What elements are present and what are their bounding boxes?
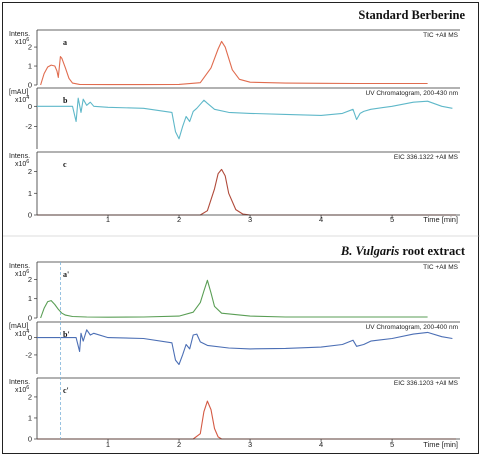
chart-2-panel-3-trace (37, 400, 456, 440)
chart-1-panel-3-label: c (63, 160, 67, 169)
chart-1-panel-3-ytick-label-2: 2 (28, 167, 32, 176)
chart-1-panel-1-ylabel-1: Intens. (9, 31, 30, 38)
chart-2-panel-2-ytick-label-0: -2 (25, 350, 32, 359)
chart-1-panel-3-ylabel-2: x106 (15, 159, 29, 168)
chart-1-xtick-label-4: 5 (390, 215, 394, 224)
chart-2-panel-3-ylabel-2: x106 (15, 385, 29, 394)
chart-2-panel-1-ytick-label-1: 1 (28, 294, 32, 303)
chart-1-panel-3-trace (37, 168, 456, 216)
chart-2-panel-1-annotation: TIC +All MS (423, 264, 459, 271)
figure-frame: Standard Berberine Intens. x106 0 1 2 a TIC +Al… (2, 2, 480, 454)
chart-2-panel-3-ytick-label-2: 2 (28, 392, 32, 401)
chart-2-panel-1-trace (40, 279, 428, 319)
chart-1-panel-1-ytick-label-1: 1 (28, 62, 32, 71)
chart-2-xtick-label-4: 5 (390, 440, 394, 449)
chart-1-panel-1-ylabel-2: x106 (15, 37, 29, 46)
chart-1-panel-3-annotation: EIC 336.1322 +All MS (394, 154, 459, 161)
chart-2-panel-3-ytick-label-0: 0 (28, 435, 32, 444)
chart-1-xtick-label-0: 1 (106, 215, 110, 224)
chart-2-panel-2-label: b' (63, 330, 70, 339)
chart-2-panel-3-ytick-label-1: 1 (28, 413, 32, 422)
chart-1-title: Standard Berberine (358, 8, 465, 22)
chart-2-panel-3-ylabel-1: Intens. (9, 379, 30, 386)
chart-2-panel-1-ylabel-2: x106 (15, 269, 29, 278)
chart-1-xtick-label-2: 3 (248, 215, 252, 224)
chart-1-panel-2-label: b (63, 96, 68, 105)
chart-2-xtick-label-2: 3 (248, 440, 252, 449)
chart-1-xtick-label-3: 4 (319, 215, 323, 224)
chart-2-xtick-label-1: 2 (177, 440, 181, 449)
chart-2-xlabel: Time [min] (423, 440, 458, 449)
chart-1-panel-1-label: a (63, 38, 67, 47)
chart-2-xtick-label-3: 4 (319, 440, 323, 449)
chart-2-panel-1-ylabel-1: Intens. (9, 263, 30, 270)
chart-2-title: B. Vulgaris root extract (340, 244, 466, 258)
chart-1-panel-2-ylabel-1: [mAU] (9, 89, 29, 96)
chart-1-panel-3-ylabel-1: Intens. (9, 153, 30, 160)
chart-2-xtick-label-0: 1 (106, 440, 110, 449)
chart-2-panel-2-ytick-label-1: 0 (28, 333, 32, 342)
chart-1-panel-1-ytick-label-0: 0 (28, 81, 32, 90)
chart-1-panel-2-annotation: UV Chromatogram, 200-430 nm (366, 90, 459, 97)
chart-2-panel-2-ylabel-2: x104 (15, 329, 29, 338)
chart-2-panel-2-trace (37, 329, 453, 366)
chart-2-panel-3-annotation: EIC 336.1203 +All MS (394, 380, 459, 387)
chart-2-panel-2-annotation: UV Chromatogram, 200-400 nm (366, 324, 459, 331)
chart-1-panel-1-trace (40, 40, 428, 86)
chart-1-panel-2-ylabel-2: x104 (15, 95, 29, 104)
chart-1-panel-1-annotation: TIC +All MS (423, 32, 459, 39)
chart-1-panel-2-ytick-label-1: 0 (28, 102, 32, 111)
chart-2-panel-1-ytick-label-0: 0 (28, 314, 32, 323)
chart-1-panel-2-ytick-label-0: -2 (25, 122, 32, 131)
chart-1-xtick-label-1: 2 (177, 215, 181, 224)
chart-1-xlabel: Time [min] (423, 215, 458, 224)
chart-1-panel-1-ytick-label-2: 2 (28, 43, 32, 52)
chart-1-panel-3-ytick-label-1: 1 (28, 189, 32, 198)
chart-2-panel-1-label: a' (63, 270, 69, 279)
chart-2-panel-1-ytick-label-2: 2 (28, 275, 32, 284)
chart-1-panel-2-trace (37, 97, 453, 140)
chart-2-panel-2-ylabel-1: [mAU] (9, 323, 29, 330)
chart-2-panel-3-label: c' (63, 386, 69, 395)
chart-1-panel-3-ytick-label-0: 0 (28, 211, 32, 220)
